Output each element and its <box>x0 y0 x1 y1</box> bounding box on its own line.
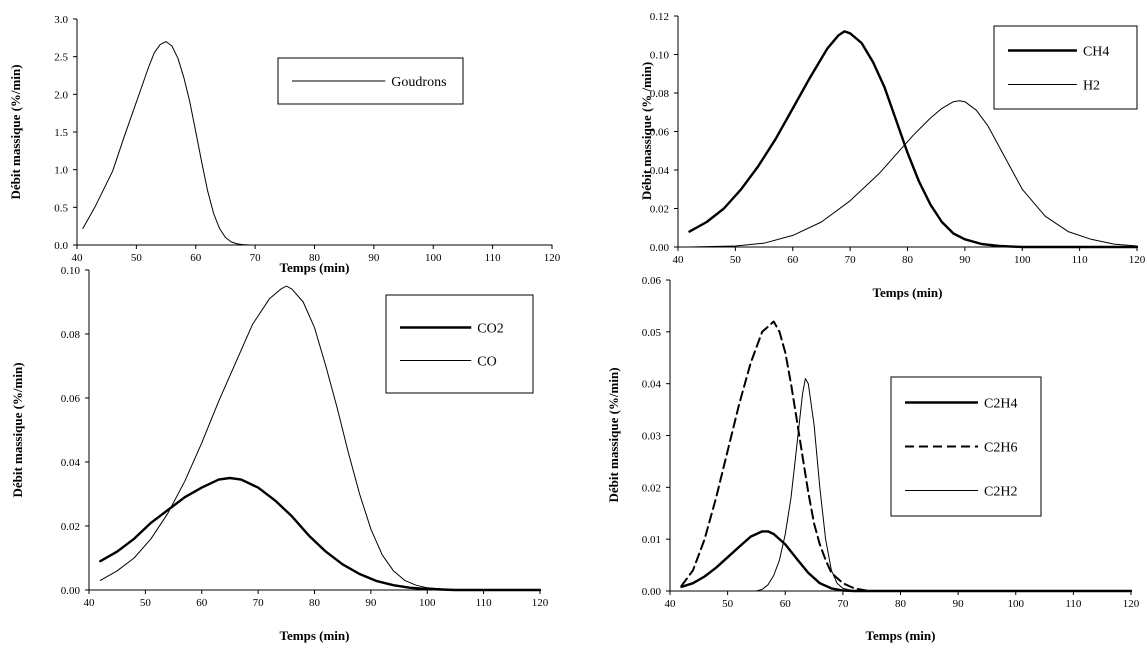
series-line-c2h4 <box>680 530 1133 593</box>
x-tick-label: 100 <box>419 597 436 609</box>
y-tick-label: 0.04 <box>61 457 81 469</box>
legend: CH4 H2 <box>993 25 1138 110</box>
chart-panel: 0.00 0.02 0.04 0.06 0.08 0.10 0.12 40 50 60 70 80 90… <box>639 11 1146 300</box>
x-tick-label: 60 <box>780 598 792 610</box>
y-tick-label: 0.06 <box>642 275 662 287</box>
legend: C2H4 C2H6 C2H2 <box>890 376 1042 517</box>
y-tick-label: 0.10 <box>650 50 670 62</box>
legend-label: CO2 <box>477 322 503 337</box>
y-tick-label: 0.00 <box>642 586 662 598</box>
x-tick-label: 40 <box>72 252 84 264</box>
legend-box <box>993 25 1138 110</box>
x-tick-label: 100 <box>1014 254 1031 266</box>
chart-panel: 0.00 0.01 0.02 0.03 0.04 0.05 0.06 40 50 60 70 80 90… <box>606 275 1140 643</box>
x-tick-label: 40 <box>673 254 685 266</box>
x-tick-label: 100 <box>425 252 442 264</box>
x-axis-title: Temps (min) <box>873 285 943 300</box>
legend-label: CO <box>477 355 496 370</box>
y-tick-label: 0.12 <box>650 11 669 23</box>
y-tick-label: 0.08 <box>650 88 670 100</box>
series-line-co2 <box>99 476 542 592</box>
y-tick-label: 0.02 <box>650 204 669 216</box>
legend-label: CH4 <box>1083 45 1109 60</box>
y-tick-label: 0.0 <box>54 240 68 252</box>
y-tick-label: 0.04 <box>650 165 670 177</box>
x-tick-label: 90 <box>959 254 971 266</box>
series-line-h2 <box>689 100 1138 248</box>
x-tick-label: 70 <box>837 598 849 610</box>
x-tick-label: 70 <box>250 252 262 264</box>
y-tick-label: 0.06 <box>61 393 81 405</box>
x-tick-label: 110 <box>1072 254 1089 266</box>
x-axis-title: Temps (min) <box>866 628 936 643</box>
x-axis-title: Temps (min) <box>280 260 350 275</box>
x-tick-label: 120 <box>544 252 561 264</box>
legend-label: C2H6 <box>984 441 1017 456</box>
y-tick-label: 2.0 <box>54 89 68 101</box>
y-tick-label: 0.04 <box>642 379 662 391</box>
y-axis-title: Débit massique (%/min) <box>606 367 621 502</box>
legend-label: H2 <box>1083 79 1100 94</box>
x-tick-label: 110 <box>476 597 493 609</box>
x-tick-label: 100 <box>1008 598 1025 610</box>
x-tick-label: 90 <box>365 597 377 609</box>
x-tick-label: 120 <box>1123 598 1140 610</box>
x-tick-label: 50 <box>131 252 143 264</box>
legend-label: Goudrons <box>391 75 446 90</box>
legend: Goudrons <box>277 57 464 105</box>
y-axis-title: Débit massique (%/min) <box>8 64 23 199</box>
series-line-goudrons <box>82 41 553 246</box>
x-tick-label: 50 <box>730 254 742 266</box>
x-axis-title: Temps (min) <box>280 628 350 643</box>
series-line-co <box>99 285 541 591</box>
x-tick-label: 80 <box>902 254 914 266</box>
y-tick-label: 0.02 <box>61 521 80 533</box>
y-tick-label: 0.01 <box>642 534 661 546</box>
chart-panel: 0.00 0.02 0.04 0.06 0.08 0.10 40 50 60 70 80 90 100 1… <box>10 265 549 643</box>
x-tick-label: 60 <box>196 597 208 609</box>
y-tick-label: 1.5 <box>54 127 68 139</box>
x-tick-label: 90 <box>368 252 380 264</box>
series-line-c2h6 <box>680 320 1132 592</box>
x-tick-label: 50 <box>722 598 734 610</box>
x-tick-label: 110 <box>1065 598 1082 610</box>
x-tick-label: 60 <box>190 252 202 264</box>
x-tick-label: 80 <box>895 598 907 610</box>
x-tick-label: 60 <box>787 254 799 266</box>
x-tick-label: 120 <box>532 597 549 609</box>
y-tick-label: 0.00 <box>650 242 670 254</box>
y-tick-label: 3.0 <box>54 14 68 26</box>
series-line-ch4 <box>688 30 1139 249</box>
y-tick-label: 0.03 <box>642 431 662 443</box>
chart-panel: 0.0 0.5 1.0 1.5 2.0 2.5 3.0 40 50 60 70 80 90 100 110 1… <box>8 14 561 275</box>
legend: CO2 CO <box>385 294 534 394</box>
x-tick-label: 50 <box>140 597 152 609</box>
y-tick-label: 0.06 <box>650 127 670 139</box>
y-tick-label: 0.02 <box>642 482 661 494</box>
series-line-c2h2 <box>681 378 1132 592</box>
y-tick-label: 0.5 <box>54 202 68 214</box>
y-tick-label: 0.00 <box>61 585 81 597</box>
y-tick-label: 1.0 <box>54 165 68 177</box>
y-tick-label: 2.5 <box>54 52 68 64</box>
y-axis-title: Débit massique (%/min) <box>10 362 25 497</box>
x-tick-label: 120 <box>1129 254 1146 266</box>
x-tick-label: 110 <box>485 252 502 264</box>
legend-box <box>385 294 534 394</box>
x-tick-label: 80 <box>309 252 321 264</box>
x-tick-label: 70 <box>845 254 857 266</box>
legend-label: C2H2 <box>984 485 1017 500</box>
legend-label: C2H4 <box>984 397 1017 412</box>
x-tick-label: 70 <box>253 597 265 609</box>
y-tick-label: 0.08 <box>61 329 81 341</box>
x-tick-label: 90 <box>953 598 965 610</box>
y-axis-title: Débit massique (% /min) <box>639 62 654 200</box>
x-tick-label: 40 <box>84 597 96 609</box>
y-tick-label: 0.05 <box>642 327 662 339</box>
x-tick-label: 80 <box>309 597 321 609</box>
x-tick-label: 40 <box>665 598 677 610</box>
y-tick-label: 0.10 <box>61 265 81 277</box>
